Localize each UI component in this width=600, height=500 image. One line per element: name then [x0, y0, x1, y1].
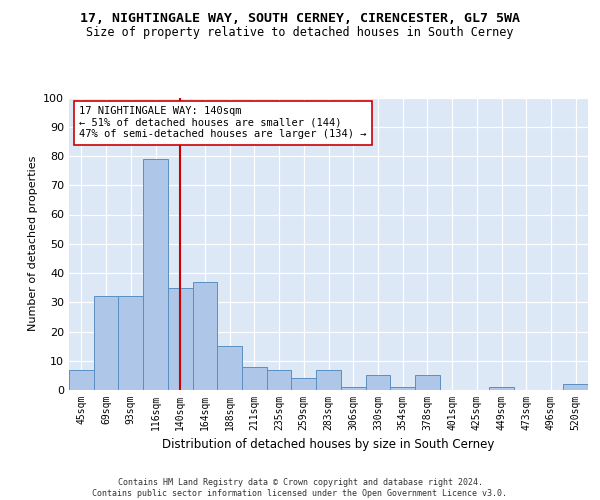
Bar — [94, 296, 118, 390]
Bar — [365, 376, 390, 390]
Bar — [341, 387, 365, 390]
Bar — [217, 346, 242, 390]
Bar — [415, 376, 440, 390]
Bar — [168, 288, 193, 390]
Bar — [143, 159, 168, 390]
Y-axis label: Number of detached properties: Number of detached properties — [28, 156, 38, 332]
Bar — [292, 378, 316, 390]
Bar — [242, 366, 267, 390]
Text: 17, NIGHTINGALE WAY, SOUTH CERNEY, CIRENCESTER, GL7 5WA: 17, NIGHTINGALE WAY, SOUTH CERNEY, CIREN… — [80, 12, 520, 26]
Bar — [563, 384, 588, 390]
Bar — [390, 387, 415, 390]
Bar — [316, 370, 341, 390]
Text: Contains HM Land Registry data © Crown copyright and database right 2024.
Contai: Contains HM Land Registry data © Crown c… — [92, 478, 508, 498]
Bar — [118, 296, 143, 390]
X-axis label: Distribution of detached houses by size in South Cerney: Distribution of detached houses by size … — [163, 438, 494, 452]
Text: Size of property relative to detached houses in South Cerney: Size of property relative to detached ho… — [86, 26, 514, 39]
Bar — [489, 387, 514, 390]
Bar — [193, 282, 217, 390]
Text: 17 NIGHTINGALE WAY: 140sqm
← 51% of detached houses are smaller (144)
47% of sem: 17 NIGHTINGALE WAY: 140sqm ← 51% of deta… — [79, 106, 367, 140]
Bar — [267, 370, 292, 390]
Bar — [69, 370, 94, 390]
